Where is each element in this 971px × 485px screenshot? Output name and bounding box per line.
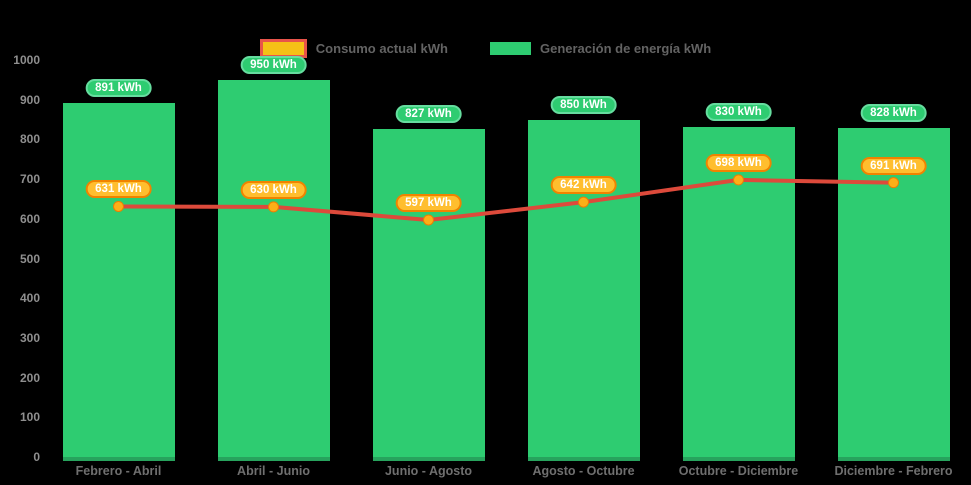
chart-legend: Consumo actual kWh Generación de energía… <box>0 39 971 58</box>
x-axis-category-label: Febrero - Abril <box>75 464 162 478</box>
y-axis-tick-label: 400 <box>19 291 40 306</box>
y-axis-tick-label: 500 <box>19 251 40 266</box>
legend-label-consumo: Consumo actual kWh <box>315 41 448 56</box>
bar-value-label: 828 kWh <box>860 104 927 123</box>
point-value-label: 698 kWh <box>705 153 772 172</box>
consumo-line <box>116 177 896 222</box>
line-point-3[interactable] <box>578 196 589 208</box>
y-axis-tick-label: 700 <box>19 172 40 187</box>
x-axis-category-label: Agosto - Octubre <box>532 464 635 478</box>
y-axis-tick-label: 300 <box>19 330 40 345</box>
bar-generacion-2[interactable] <box>372 128 485 462</box>
line-point-5[interactable] <box>888 177 899 189</box>
line-point-0[interactable] <box>113 200 124 212</box>
x-axis-category-label: Junio - Agosto <box>384 464 473 478</box>
y-axis-tick-label: 100 <box>19 410 40 425</box>
generacion-swatch-icon <box>489 42 531 55</box>
bar-value-label: 830 kWh <box>705 103 772 122</box>
bar-value-label: 950 kWh <box>240 55 307 74</box>
point-value-label: 631 kWh <box>85 180 152 199</box>
y-axis-tick-label: 1000 <box>13 53 40 67</box>
y-axis-tick-label: 800 <box>19 132 40 147</box>
x-axis-category-label: Abril - Junio <box>237 464 310 478</box>
x-axis-category-label: Diciembre - Febrero <box>834 464 953 478</box>
legend-label-generacion: Generación de energía kWh <box>539 41 712 56</box>
point-value-label: 642 kWh <box>550 176 617 195</box>
y-axis-tick-label: 900 <box>19 92 40 107</box>
bar-value-label: 850 kWh <box>550 95 617 114</box>
bar-generacion-1[interactable] <box>217 79 330 462</box>
line-point-2[interactable] <box>423 214 434 226</box>
bar-value-label: 891 kWh <box>85 79 152 98</box>
point-value-label: 597 kWh <box>395 193 462 212</box>
x-axis-category-label: Octubre - Diciembre <box>678 464 799 478</box>
legend-item-generacion[interactable]: Generación de energía kWh <box>489 41 712 56</box>
bar-value-label: 827 kWh <box>395 104 462 123</box>
y-axis-tick-label: 200 <box>19 370 40 385</box>
point-value-label: 691 kWh <box>860 156 927 175</box>
line-point-1[interactable] <box>268 201 279 213</box>
point-value-label: 630 kWh <box>240 180 307 199</box>
bar-generacion-0[interactable] <box>62 103 175 461</box>
y-axis-tick-label: 600 <box>19 211 40 226</box>
bar-generacion-3[interactable] <box>527 119 640 462</box>
y-axis-tick-label: 0 <box>33 450 40 464</box>
line-point-4[interactable] <box>733 174 744 186</box>
